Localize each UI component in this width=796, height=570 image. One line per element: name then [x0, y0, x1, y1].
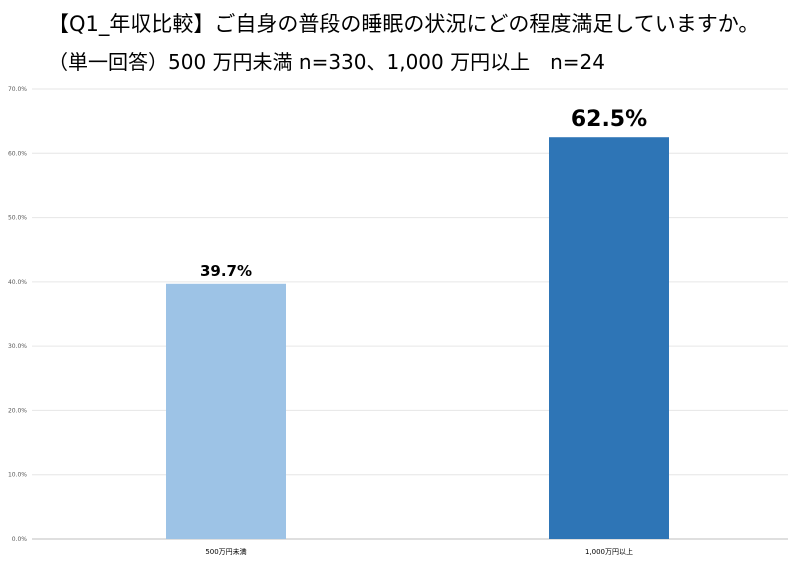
x-tick-label: 500万円未満: [205, 547, 246, 556]
chart-subtitle: （単一回答）500 万円未満 n=330、1,000 万円以上 n=24: [48, 50, 605, 74]
y-tick-label: 50.0%: [8, 215, 27, 222]
data-label: 62.5%: [571, 107, 647, 132]
y-tick-label: 10.0%: [8, 472, 27, 479]
y-tick-label: 30.0%: [8, 343, 27, 350]
chart-title: 【Q1_年収比較】ご自身の普段の睡眠の状況にどの程度満足していますか。: [48, 12, 760, 36]
y-tick-label: 0.0%: [12, 536, 28, 543]
bar: [549, 137, 669, 539]
y-tick-label: 70.0%: [8, 86, 27, 93]
y-tick-label: 60.0%: [8, 150, 27, 157]
data-label: 39.7%: [200, 262, 252, 280]
y-tick-label: 20.0%: [8, 407, 27, 414]
x-tick-label: 1,000万円以上: [585, 547, 633, 556]
y-tick-label: 40.0%: [8, 279, 27, 286]
bar: [166, 283, 286, 539]
